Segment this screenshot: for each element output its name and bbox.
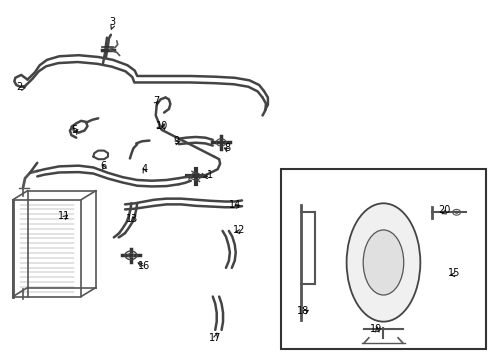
Text: 4: 4: [141, 164, 147, 174]
Ellipse shape: [363, 230, 403, 295]
Text: 8: 8: [224, 143, 230, 153]
Text: 1: 1: [207, 170, 213, 180]
Text: 10: 10: [155, 121, 167, 131]
Text: 11: 11: [58, 211, 70, 221]
Text: 2: 2: [16, 82, 22, 92]
Text: 14: 14: [228, 200, 241, 210]
Text: 13: 13: [126, 215, 138, 224]
Text: 7: 7: [153, 96, 160, 106]
Text: 5: 5: [71, 125, 77, 135]
Text: 3: 3: [110, 17, 116, 27]
Ellipse shape: [346, 203, 420, 321]
Bar: [281, 169, 485, 348]
Text: 19: 19: [369, 324, 382, 334]
Text: 17: 17: [209, 333, 221, 343]
Text: 18: 18: [296, 306, 308, 316]
Text: 16: 16: [138, 261, 150, 271]
Text: 12: 12: [233, 225, 245, 235]
Text: 15: 15: [447, 268, 459, 278]
Text: 20: 20: [437, 206, 449, 216]
Text: 9: 9: [173, 136, 179, 145]
Text: 6: 6: [100, 161, 106, 171]
